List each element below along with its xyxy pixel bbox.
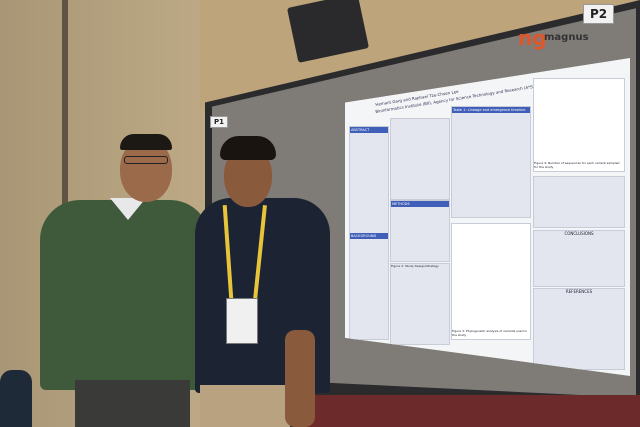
logo-text: magnus <box>544 32 589 43</box>
wall-pillar <box>62 0 68 300</box>
table-chair <box>0 370 32 427</box>
references-block: REFERENCES <box>533 288 625 370</box>
glasses <box>124 156 168 164</box>
phylogenetic-tree: Figure 3: Phylogenetic analysis of varia… <box>451 223 531 340</box>
abstract-heading: ABSTRACT <box>350 127 388 133</box>
flow-caption: Figure 2: Study Design/Strategy <box>391 264 439 268</box>
table-caption: Table 1: Lineage and emergence timeline <box>452 107 530 113</box>
magnus-logo: ng magnus <box>518 26 598 54</box>
flow-diagram: Figure 2: Study Design/Strategy <box>390 263 450 345</box>
references-heading: REFERENCES <box>565 289 593 294</box>
man-green-sweater <box>40 200 210 390</box>
man-trousers <box>75 380 190 427</box>
name-badge <box>226 298 258 344</box>
logo-mark: ng <box>518 26 547 50</box>
figure-1 <box>390 118 450 200</box>
figure-caption: Figure 4: Number of sequences for each v… <box>534 161 620 169</box>
figure-4-chart: Figure 4: Number of sequences for each v… <box>533 78 625 172</box>
arm <box>285 330 315 427</box>
table-2 <box>533 176 625 228</box>
research-poster: Evolutionary trends and positive selecti… <box>345 58 630 376</box>
background-heading: BACKGROUND <box>350 233 388 239</box>
table-1: Table 1: Lineage and emergence timeline <box>451 106 531 218</box>
board-label-p1: P1 <box>210 116 229 128</box>
methods-block: METHODS <box>390 200 450 262</box>
man-hair <box>120 134 172 150</box>
carpet <box>300 395 640 427</box>
abstract-column: ABSTRACT BACKGROUND <box>349 126 389 340</box>
methods-heading: METHODS <box>391 201 449 207</box>
board-label-p2: P2 <box>583 4 615 24</box>
khaki-trousers <box>200 385 290 427</box>
conclusions-block: CONCLUSIONS <box>533 230 625 287</box>
tree-caption: Figure 3: Phylogenetic analysis of varia… <box>452 329 528 337</box>
conclusions-heading: CONCLUSIONS <box>564 231 594 236</box>
young-man-hair <box>220 136 276 160</box>
